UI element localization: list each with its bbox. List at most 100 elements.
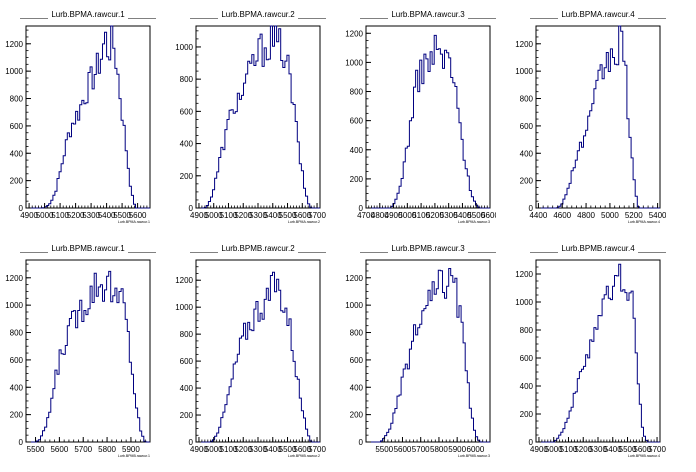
y-tick-label: 1000 [515,298,533,307]
x-tick-label: 5700 [648,445,666,454]
x-tick-label: 5200 [426,211,444,220]
y-tick-label: 1000 [345,58,363,67]
y-tick-label: 0 [189,438,194,447]
x-tick-label: 5200 [234,211,252,220]
x-tick-label: 5600 [394,445,412,454]
x-tick-label: 5900 [122,445,140,454]
histogram-series [536,263,660,443]
histogram-pad: Lurb.BPMA.rawcur.2 0 200 400 600 800 1000 4900 5… [168,10,326,228]
y-tick-label: 600 [350,117,364,126]
x-tick-label: 5800 [98,445,116,454]
y-tick-label: 600 [520,122,534,131]
x-tick-label: 5600 [481,211,496,220]
x-tick-label: 4800 [577,211,595,220]
y-tick-label: 800 [520,95,534,104]
y-tick-label: 1000 [345,301,363,310]
y-tick-label: 200 [350,175,364,184]
histogram-plot: 0 200 400 600 800 1000 1200 5500 5600 5700 5800 590… [345,252,496,458]
x-tick-label: 5500 [279,445,297,454]
x-tick-label: 5100 [220,211,238,220]
x-tick-label: 5300 [589,445,607,454]
x-axis-title: Lurb.BPMA.rawcur.4 [628,220,660,224]
x-tick-label: 5800 [430,445,448,454]
y-tick-label: 800 [350,329,364,338]
x-tick-label: 5000 [601,211,619,220]
plot-frame [365,25,491,209]
y-tick-label: 1200 [175,276,193,285]
x-tick-label: 4600 [553,211,571,220]
x-tick-label: 4900 [385,211,403,220]
histogram-title: Lurb.BPMB.rawcur.1 [51,244,125,253]
y-tick-label: 400 [350,383,364,392]
y-tick-label: 1000 [175,303,193,312]
y-tick-label: 0 [359,204,364,213]
histogram-series [366,34,490,209]
x-tick-label: 5000 [398,211,416,220]
x-axis-title: Lurb.BPMB.rawcur.1 [118,454,150,458]
histogram-title: Lurb.BPMB.rawcur.4 [561,244,635,253]
x-axis-title: Lurb.BPMA.rawcur.2 [288,220,320,224]
x-tick-label: 5600 [50,445,68,454]
y-tick-label: 800 [520,326,534,335]
x-tick-label: 4900 [20,211,38,220]
x-tick-label: 5500 [375,445,393,454]
y-tick-label: 1200 [345,274,363,283]
y-tick-label: 200 [10,411,24,420]
x-tick-label: 5200 [574,445,592,454]
x-tick-label: 6000 [467,445,485,454]
x-tick-label: 5000 [36,211,54,220]
x-tick-label: 5000 [545,445,563,454]
x-tick-label: 5100 [560,445,578,454]
y-tick-label: 1000 [515,67,533,76]
x-tick-label: 5300 [440,211,458,220]
x-tick-label: 5700 [308,445,326,454]
x-tick-label: 5100 [412,211,430,220]
histogram-series [196,271,320,443]
y-tick-label: 1200 [345,29,363,38]
x-tick-label: 5400 [649,211,666,220]
x-tick-label: 5500 [113,211,131,220]
y-tick-label: 600 [10,356,24,365]
y-tick-label: 600 [180,107,194,116]
y-tick-label: 200 [10,177,24,186]
x-tick-label: 5100 [220,445,238,454]
plot-frame [535,25,661,209]
y-tick-label: 800 [180,330,194,339]
y-tick-label: 400 [180,384,194,393]
y-tick-label: 1200 [5,40,23,49]
y-tick-label: 400 [520,382,534,391]
histogram-plot: 0 200 400 600 800 1000 1200 4900500051005200530… [175,252,326,458]
plot-frame [25,259,151,443]
x-tick-label: 5000 [205,211,223,220]
y-tick-label: 0 [529,438,534,447]
y-tick-label: 600 [180,357,194,366]
histogram-title: Lurb.BPMA.rawcur.3 [391,10,465,19]
histogram-title: Lurb.BPMA.rawcur.1 [51,10,125,19]
histogram-series [366,268,490,443]
histogram-title: Lurb.BPMB.rawcur.2 [221,244,295,253]
x-tick-label: 5500 [619,445,637,454]
histogram-title: Lurb.BPMA.rawcur.4 [561,10,635,19]
y-tick-label: 800 [180,75,194,84]
histogram-pad: Lurb.BPMA.rawcur.3 0 200 400 600 800 1000 1200 4… [338,10,496,228]
x-tick-label: 5300 [82,211,100,220]
x-tick-label: 5400 [264,211,282,220]
y-tick-label: 800 [350,88,364,97]
y-tick-label: 1000 [175,43,193,52]
x-tick-label: 5500 [27,445,45,454]
histogram-series [26,270,150,443]
y-tick-label: 0 [19,438,24,447]
y-tick-label: 1200 [515,40,533,49]
y-tick-label: 600 [350,356,364,365]
x-tick-label: 5700 [308,211,326,220]
x-axis-title: Lurb.BPMB.rawcur.3 [458,454,490,458]
x-tick-label: 4800 [371,211,389,220]
x-tick-label: 5700 [74,445,92,454]
x-tick-label: 5200 [625,211,643,220]
histogram-plot: 0 200 400 600 800 1000 1200 4900500051005200530… [5,18,156,224]
x-tick-label: 5900 [448,445,466,454]
y-tick-label: 400 [10,383,24,392]
histogram-title: Lurb.BPMB.rawcur.3 [391,244,465,253]
y-tick-label: 200 [520,177,534,186]
